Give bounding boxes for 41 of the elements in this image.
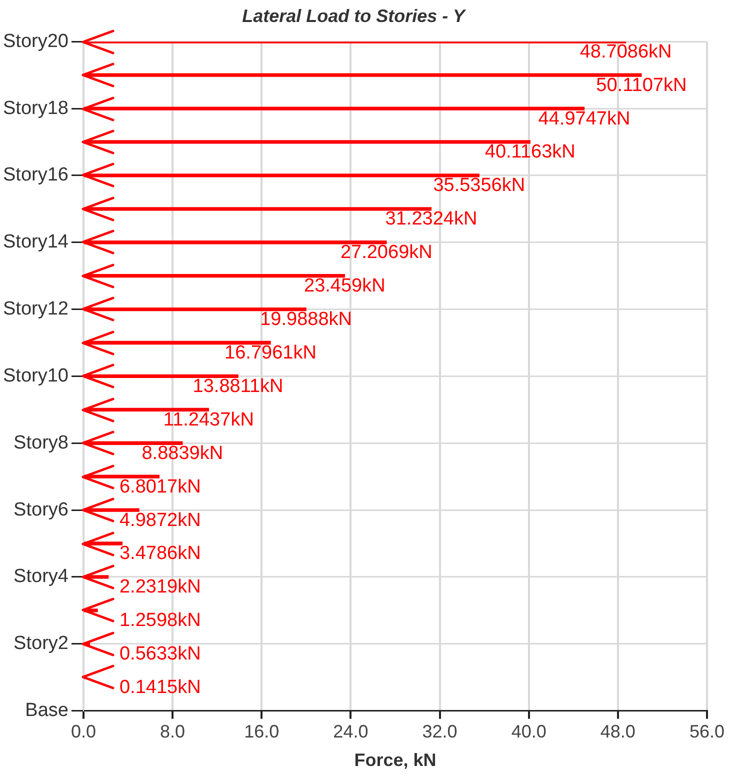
data-label: 0.5633kN [119,644,201,665]
y-tick-label: Story16 [2,164,68,186]
y-tick-label: Story10 [2,365,68,386]
data-label: 13.8811kN [192,376,284,397]
data-label: 50.1107kN [596,74,687,96]
data-label: 35.5356kN [433,175,526,196]
data-label: 3.4786kN [119,543,201,564]
y-tick-label: Story4 [14,566,69,588]
y-tick-label: Base [25,700,68,722]
data-label: 44.9747kN [538,108,630,130]
x-tick-label: 0.0 [70,722,96,742]
data-label: 31.2324kN [385,208,478,230]
y-tick-label: Story18 [2,98,68,119]
data-label: 27.2069kN [340,242,432,264]
x-tick-label: 40.0 [511,722,546,742]
data-label: 40.1163kN [484,142,576,163]
data-label: 1.2598kN [119,610,201,632]
data-label: 2.2319kN [119,576,201,598]
data-label: 11.2437kN [163,409,254,430]
data-label: 6.8017kN [119,476,201,498]
x-axis-title: Force, kN [354,750,436,770]
x-tick-label: 24.0 [333,722,368,742]
data-label: 16.7961kN [224,342,316,364]
data-label: 48.7086kN [580,41,672,62]
x-tick-label: 56.0 [689,722,725,742]
y-tick-label: Story14 [2,232,69,253]
chart-title: Lateral Load to Stories - Y [242,6,467,26]
y-tick-label: Story12 [2,298,68,320]
data-label: 4.9872kN [119,510,201,531]
y-tick-label: Story8 [14,432,68,454]
x-tick-label: 8.0 [160,722,186,742]
x-tick-label: 48.0 [600,722,636,742]
y-tick-label: Story2 [14,633,68,654]
y-tick-label: Story20 [2,30,68,52]
x-tick-label: 16.0 [244,722,280,742]
data-label: 0.1415kN [119,677,201,698]
x-tick-label: 32.0 [422,722,458,742]
data-label: 8.8839kN [142,442,224,464]
data-label: 23.459kN [304,276,386,297]
data-label: 19.9888kN [260,309,352,330]
y-tick-label: Story6 [14,499,68,520]
